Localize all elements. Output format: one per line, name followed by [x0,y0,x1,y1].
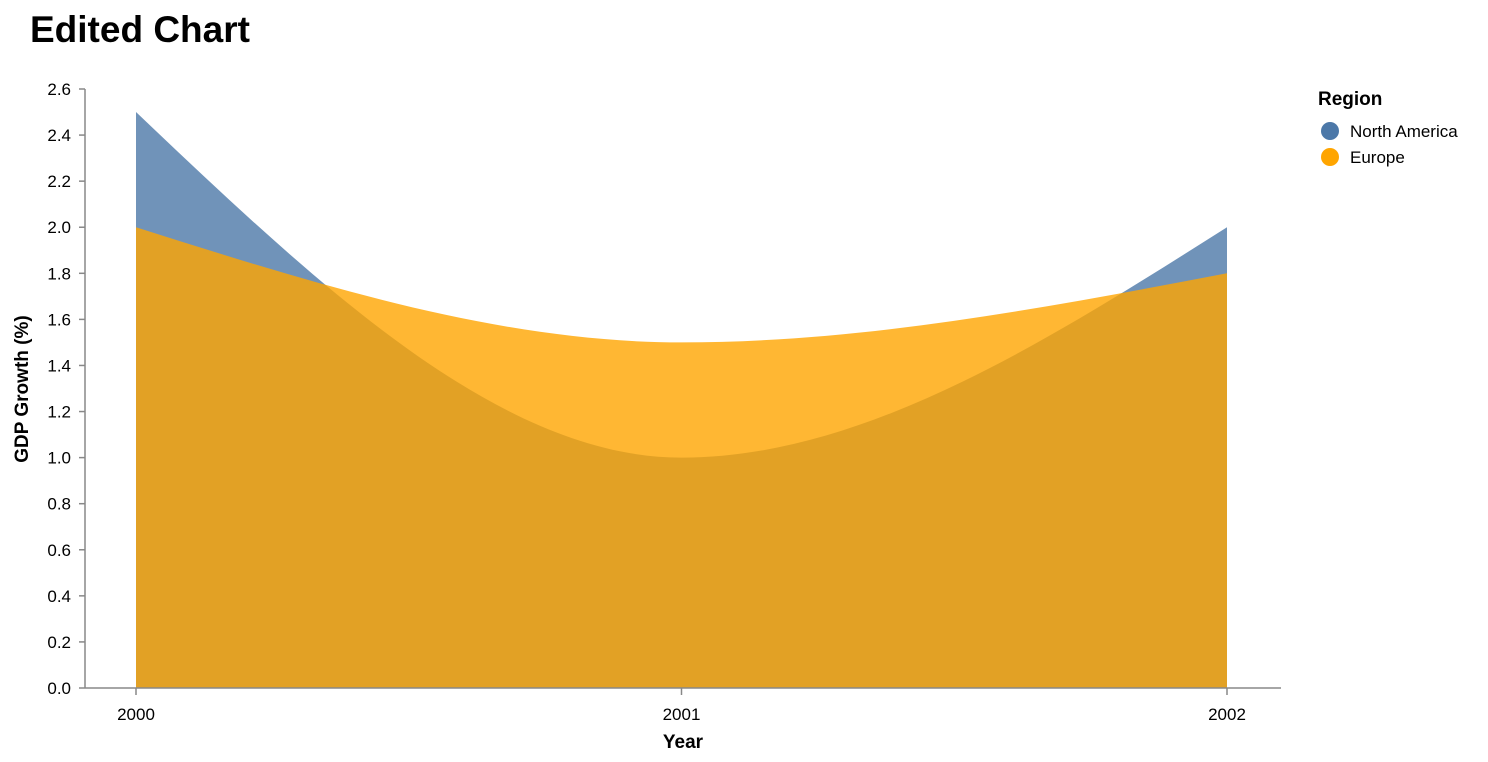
x-axis-title: Year [663,732,704,753]
legend-items: North America Europe [1321,122,1458,167]
x-axis: 2000 2001 2002 [85,687,1281,724]
y-tick-label: 1.0 [47,449,71,468]
y-axis: 0.0 0.2 0.4 0.6 0.8 1.0 1.2 1.4 1.6 1.8 2.0 2.2 2.4 2… [47,80,86,698]
y-tick-label: 0.2 [47,633,71,652]
y-tick-label: 1.4 [47,356,71,375]
x-tick-label: 2001 [663,705,701,724]
legend-swatch [1321,122,1339,140]
chart-title: Edited Chart [30,9,250,50]
x-tick-label: 2000 [117,705,155,724]
y-tick-label: 0.8 [47,495,71,514]
y-tick-label: 0.4 [47,587,71,606]
y-tick-label: 2.4 [47,126,71,145]
y-tick-label: 1.6 [47,310,71,329]
y-tick-label: 1.8 [47,264,71,283]
y-axis-title: GDP Growth (%) [12,315,33,462]
x-tick-label: 2002 [1208,705,1246,724]
legend-label: North America [1350,122,1458,141]
y-tick-label: 1.2 [47,403,71,422]
y-tick-label: 2.2 [47,172,71,191]
legend-item-north-america: North America [1321,122,1458,141]
y-tick-label: 0.0 [47,679,71,698]
y-tick-label: 2.0 [47,218,71,237]
legend-label: Europe [1350,148,1405,167]
plot-area [136,112,1227,689]
legend: Region North America Europe [1318,89,1458,167]
y-tick-label: 2.6 [47,80,71,99]
y-tick-label: 0.6 [47,541,71,560]
area-europe [136,227,1227,688]
legend-title: Region [1318,89,1382,110]
legend-swatch [1321,148,1339,166]
legend-item-europe: Europe [1321,148,1405,167]
